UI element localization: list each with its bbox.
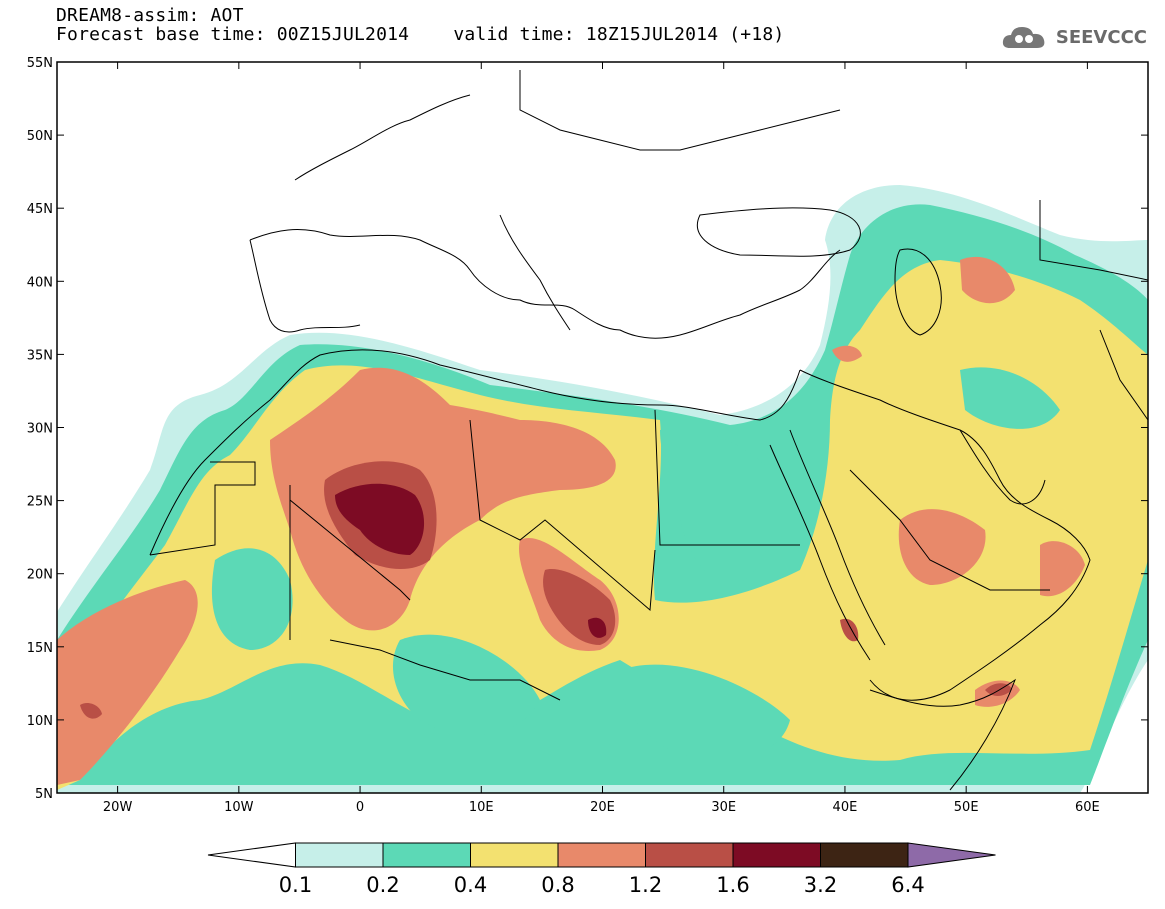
lat-tick-label: 40N (27, 275, 53, 290)
colorbar-swatch (820, 842, 909, 868)
colorbar-swatch (557, 842, 646, 868)
graticule-ticks: 20W 10W 0 10E 20E 30E 40E 50E 60E 55N 50N 45N 40N 35N… (27, 56, 1148, 815)
colorbar-label: 1.6 (716, 873, 749, 897)
lon-tick-label: 60E (1075, 800, 1100, 815)
valid-time: valid time: 18Z15JUL2014 (+18) (453, 24, 785, 45)
product-title: DREAM8-assim: AOT (56, 5, 244, 26)
lon-tick-label: 40E (833, 800, 858, 815)
base-time: Forecast base time: 00Z15JUL2014 (56, 24, 410, 45)
lat-tick-label: 45N (27, 202, 53, 217)
seevccc-logo: SEEVCCC (1000, 22, 1147, 52)
lat-tick-label: 50N (27, 129, 53, 144)
lat-tick-label: 10N (27, 714, 53, 729)
colorbar-swatch (470, 842, 559, 868)
colorbar-swatch (382, 842, 471, 868)
aot-field (57, 62, 1148, 793)
colorbar-label: 0.2 (366, 873, 399, 897)
lon-tick-label: 20E (590, 800, 615, 815)
colorbar-label: 0.4 (454, 873, 487, 897)
lon-tick-label: 30E (711, 800, 736, 815)
colorbar-over-triangle (907, 842, 996, 868)
lat-tick-label: 15N (27, 641, 53, 656)
coastlines (149, 70, 1148, 791)
colorbar-label: 3.2 (804, 873, 837, 897)
cloud-icon (1002, 27, 1045, 48)
colorbar-under-triangle (207, 842, 296, 868)
lon-tick-label: 0 (356, 800, 364, 815)
colorbar-label: 1.2 (629, 873, 662, 897)
colorbar-label: 6.4 (891, 873, 924, 897)
title-block: DREAM8-assim: AOT Forecast base time: 00… (56, 6, 784, 44)
lat-tick-label: 35N (27, 348, 53, 363)
colorbar-swatch (645, 842, 734, 868)
logo-text: SEEVCCC (1055, 26, 1147, 48)
colorbar-swatch (295, 842, 384, 868)
lon-tick-label: 20W (103, 800, 133, 815)
lat-tick-label: 20N (27, 568, 53, 583)
time-line: Forecast base time: 00Z15JUL2014 valid t… (56, 25, 784, 44)
colorbar-swatch (732, 842, 821, 868)
colorbar-label: 0.1 (279, 873, 312, 897)
colorbar-label: 0.8 (541, 873, 574, 897)
lon-tick-label: 50E (954, 800, 979, 815)
lat-tick-label: 30N (27, 422, 53, 437)
lat-tick-label: 25N (27, 495, 53, 510)
lon-tick-label: 10W (224, 800, 254, 815)
lat-tick-label: 5N (35, 787, 53, 802)
colorbar: 0.1 0.2 0.4 0.8 1.2 1.6 3.2 6.4 (207, 842, 996, 897)
lat-tick-label: 55N (27, 56, 53, 71)
lon-tick-label: 10E (469, 800, 494, 815)
